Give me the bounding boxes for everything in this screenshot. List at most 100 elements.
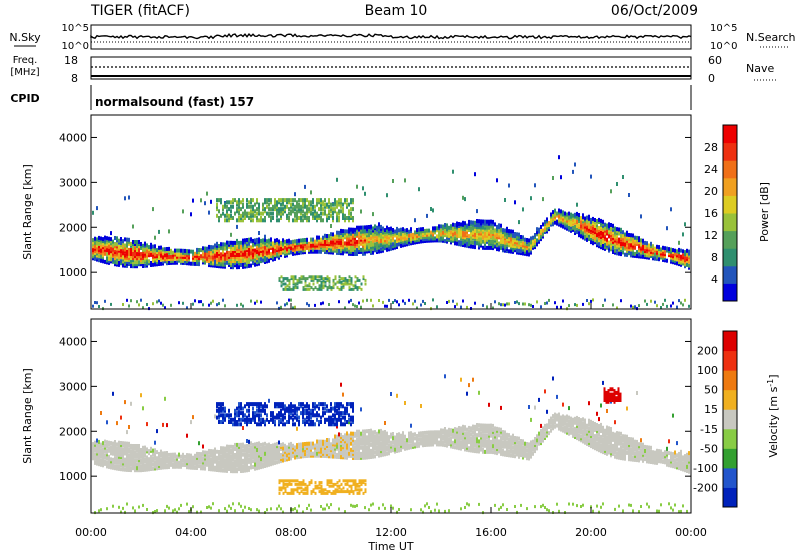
upper-patch-cell-3182 [342, 216, 344, 220]
upper-patch-cell-2955 [264, 209, 266, 214]
scatter-cell-1161 [330, 442, 332, 447]
colorbar-label-0: 4 [711, 273, 718, 286]
upper-patch-cell-3036 [294, 213, 296, 218]
scatter-cell-2271 [568, 215, 570, 220]
scatter-cell-2113 [526, 252, 528, 257]
scatter-cell-951 [276, 456, 278, 461]
scatter-cell-544 [202, 450, 204, 455]
scatter-cell-112 [112, 447, 114, 452]
scatter-cell-2413 [596, 235, 598, 240]
upper-patch-cell-3030 [292, 218, 294, 223]
scatter-cell-42 [100, 462, 102, 467]
scatter-cell-1402 [372, 442, 374, 447]
scatter-cell-148 [116, 242, 118, 247]
scatter-cell-1236 [344, 433, 346, 438]
scatter-cell-2327 [580, 216, 582, 221]
scatter-cell-2801 [680, 254, 682, 259]
scatter-cell-1012 [290, 446, 292, 451]
scatter-cell-2677 [644, 243, 646, 247]
near-range-cell-1506 [396, 300, 398, 304]
low-patch-cell-3255 [298, 278, 301, 282]
scatter-cell-1473 [390, 238, 392, 243]
near-range-cell-461 [182, 301, 184, 305]
near-range-cell-862 [258, 509, 260, 513]
sparse-cell-2604 [628, 193, 630, 197]
scatter-cell-1975 [498, 223, 500, 228]
scatter-cell-283 [138, 444, 140, 448]
scatter-cell-413 [166, 455, 168, 460]
scatter-cell-1284 [360, 241, 362, 246]
near-range-cell-1786 [466, 305, 468, 309]
scatter-cell-95 [108, 256, 110, 261]
near-range-cell-2171 [540, 305, 542, 309]
near-range-cell-23 [94, 301, 96, 304]
scatter-cell-884 [262, 442, 264, 447]
scatter-cell-617 [218, 454, 220, 458]
scatter-cell-329 [148, 245, 150, 250]
scatter-cell-2326 [580, 220, 582, 225]
scatter-cell-2600 [628, 239, 630, 244]
upper-patch-cell-3189 [344, 216, 346, 220]
near-range-cell-619 [218, 509, 220, 513]
scatter-cell-2804 [682, 261, 684, 266]
scatter-cell-1171 [334, 454, 336, 459]
scatter-cell-1782 [466, 229, 468, 234]
scatter-cell-1628 [430, 234, 432, 239]
scatter-cell-2073 [516, 234, 518, 239]
upper-patch-cell-2988 [276, 204, 278, 209]
scatter-cell-2396 [592, 216, 594, 221]
scatter-cell-1343 [364, 455, 366, 460]
low-patch-cell-3334 [338, 280, 341, 284]
upper-patch-cell-3174 [338, 202, 340, 207]
upper-patch-cell-3196 [346, 198, 348, 203]
scatter-cell-1768 [464, 235, 466, 240]
scatter-cell-2409 [594, 218, 596, 222]
scatter-cell-911 [272, 247, 274, 252]
scatter-cell-562 [208, 467, 210, 472]
near-range-cell-269 [136, 300, 138, 304]
scatter-cell-792 [248, 459, 250, 464]
upper-patch-cell-3119 [320, 216, 322, 220]
scatter-cell-653 [228, 261, 230, 265]
near-range-cell-2361 [586, 299, 588, 302]
scatter-cell-1178 [334, 438, 336, 443]
scatter-cell-2668 [642, 244, 644, 249]
scatter-cell-888 [268, 256, 270, 261]
sparse-cell-1200 [338, 432, 340, 437]
scatter-cell-1030 [304, 244, 306, 249]
sparse-cell-545 [206, 191, 208, 196]
noise-sky-line [90, 32, 692, 40]
near-range-cell-963 [284, 303, 286, 307]
scatter-cell-160 [118, 238, 120, 243]
scatter-cell-1779 [466, 237, 468, 242]
scatter-cell-686 [234, 263, 236, 268]
scatter-cell-1183 [342, 233, 344, 238]
upper-patch-cell-2924 [252, 213, 254, 218]
scatter-cell-1071 [318, 249, 320, 254]
upper-patch-cell-2908 [246, 204, 248, 209]
scatter-cell-1385 [370, 453, 372, 457]
upper-patch-cell-3105 [314, 204, 316, 209]
upper-patch-cell-2957 [264, 200, 266, 205]
scatter-cell-176 [122, 249, 124, 254]
scatter-cell-64 [102, 251, 104, 256]
upper-patch-cell-3022 [288, 207, 290, 212]
scatter-cell-925 [276, 252, 278, 257]
low-patch-cell-3371 [356, 286, 359, 290]
sparse-cell-1330 [360, 407, 362, 412]
low-patch-cell-3249 [294, 275, 297, 279]
near-range-cell-1542 [404, 301, 406, 305]
scatter-cell-170 [120, 237, 122, 241]
scatter-cell-103 [110, 445, 112, 450]
scatter-cell-1927 [490, 229, 492, 234]
near-range-cell-385 [160, 301, 162, 305]
upper-patch-cell-3187 [342, 202, 344, 207]
scatter-cell-1238 [346, 455, 348, 460]
near-range-cell-1155 [328, 506, 330, 510]
sparse-cell-193 [124, 196, 126, 201]
scatter-cell-341 [150, 459, 152, 463]
near-range-cell-1752 [460, 305, 462, 309]
scatter-cell-16 [94, 440, 96, 445]
y-tick-label-4000: 4000 [59, 131, 87, 144]
scatter-cell-2493 [608, 222, 610, 227]
